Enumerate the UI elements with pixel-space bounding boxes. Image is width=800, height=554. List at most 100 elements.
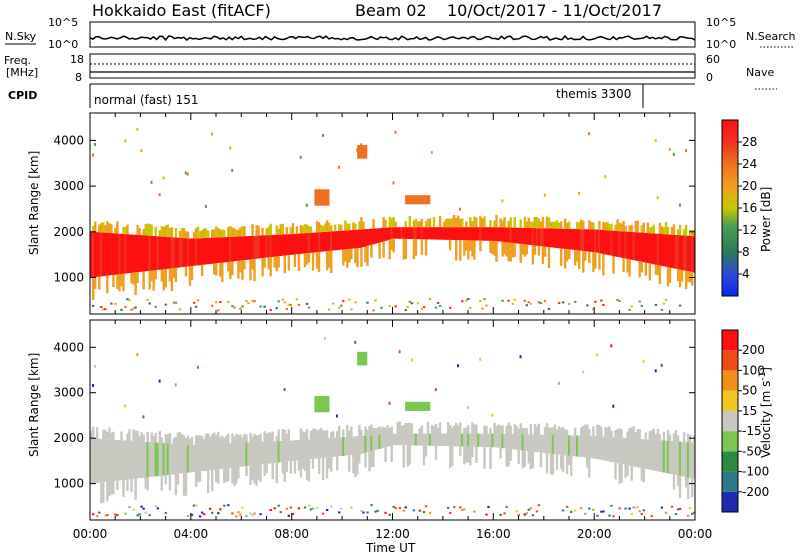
data-cell [604, 230, 607, 255]
data-cell [519, 219, 522, 228]
data-cell [116, 514, 119, 517]
data-cell [689, 507, 692, 510]
data-cell [251, 299, 254, 302]
data-cell [471, 227, 474, 241]
data-cell [241, 506, 244, 509]
data-cell [402, 425, 405, 434]
data-cell [572, 435, 575, 457]
data-cell [561, 509, 565, 512]
data-cell [576, 222, 579, 229]
data-cell [436, 227, 440, 240]
data-cell [527, 301, 530, 304]
data-cell [451, 227, 454, 240]
data-cell [255, 225, 258, 236]
data-cell [194, 435, 198, 445]
data-cell [124, 512, 127, 515]
nave-tick-high: 60 [706, 53, 720, 66]
data-cell [606, 230, 609, 255]
data-cell [628, 259, 631, 277]
data-cell [529, 451, 532, 469]
data-cell [459, 218, 462, 228]
data-cell [622, 437, 625, 465]
data-cell [398, 433, 401, 446]
data-cell [168, 268, 172, 282]
data-cell [283, 255, 286, 274]
data-cell [301, 459, 305, 469]
data-cell [638, 429, 641, 439]
data-cell [364, 426, 367, 436]
data-cell [598, 229, 601, 254]
data-cell [156, 236, 159, 270]
data-cell [207, 433, 210, 445]
data-cell [672, 234, 676, 269]
data-cell [297, 440, 301, 461]
data-cell [295, 233, 299, 255]
data-cell [170, 268, 174, 292]
data-cell [531, 434, 535, 452]
data-cell [315, 506, 319, 509]
data-cell [303, 233, 307, 254]
data-cell [160, 226, 163, 237]
data-cell [348, 430, 351, 437]
data-cell [424, 221, 428, 228]
data-cell [126, 224, 129, 235]
data-cell [414, 433, 418, 446]
x-tick-label: 20:00 [577, 527, 612, 541]
data-cell [473, 433, 476, 447]
data-cell [525, 244, 528, 255]
velocity-colorbar [721, 329, 739, 513]
data-cell [563, 248, 567, 269]
data-cell [408, 422, 411, 434]
data-cell [346, 249, 349, 268]
data-cell [610, 504, 613, 507]
data-cell [184, 266, 188, 277]
data-cell [388, 428, 391, 434]
data-cell [547, 434, 551, 454]
data-cell [356, 229, 359, 249]
data-cell [358, 436, 361, 455]
data-cell [398, 227, 401, 239]
data-cell [449, 433, 452, 447]
data-cell [586, 229, 589, 252]
data-cell [295, 440, 299, 461]
data-cell [392, 227, 395, 239]
data-cell [553, 424, 557, 435]
data-cell [340, 304, 343, 307]
data-cell [348, 248, 351, 263]
data-cell [676, 508, 680, 511]
data-cell [662, 227, 666, 235]
data-cell [358, 424, 361, 436]
data-cell [102, 232, 105, 277]
data-cell [92, 305, 95, 307]
y-tick-label: 4000 [53, 133, 84, 147]
data-cell [354, 229, 357, 249]
data-cell [586, 435, 589, 458]
data-cell [283, 440, 286, 462]
data-cell [311, 458, 315, 469]
data-cell [410, 302, 414, 305]
data-cell [348, 223, 351, 231]
data-cell [541, 434, 545, 453]
data-cell [277, 256, 280, 268]
data-cell [457, 433, 460, 447]
data-cell [279, 234, 282, 256]
data-cell [108, 481, 111, 497]
data-cell [529, 302, 532, 305]
data-cell [330, 431, 333, 438]
data-cell [289, 461, 292, 474]
data-cell [138, 235, 141, 272]
data-cell [184, 171, 187, 175]
data-cell [616, 219, 619, 231]
data-cell [580, 229, 583, 251]
data-cell [136, 224, 139, 235]
cbar-segment [722, 491, 738, 512]
data-cell [654, 369, 657, 373]
data-cell [662, 234, 666, 267]
data-cell [293, 440, 297, 461]
data-cell [507, 227, 510, 243]
data-cell [328, 231, 331, 251]
data-cell [368, 426, 371, 436]
data-cell [588, 428, 591, 436]
data-cell [106, 431, 109, 440]
